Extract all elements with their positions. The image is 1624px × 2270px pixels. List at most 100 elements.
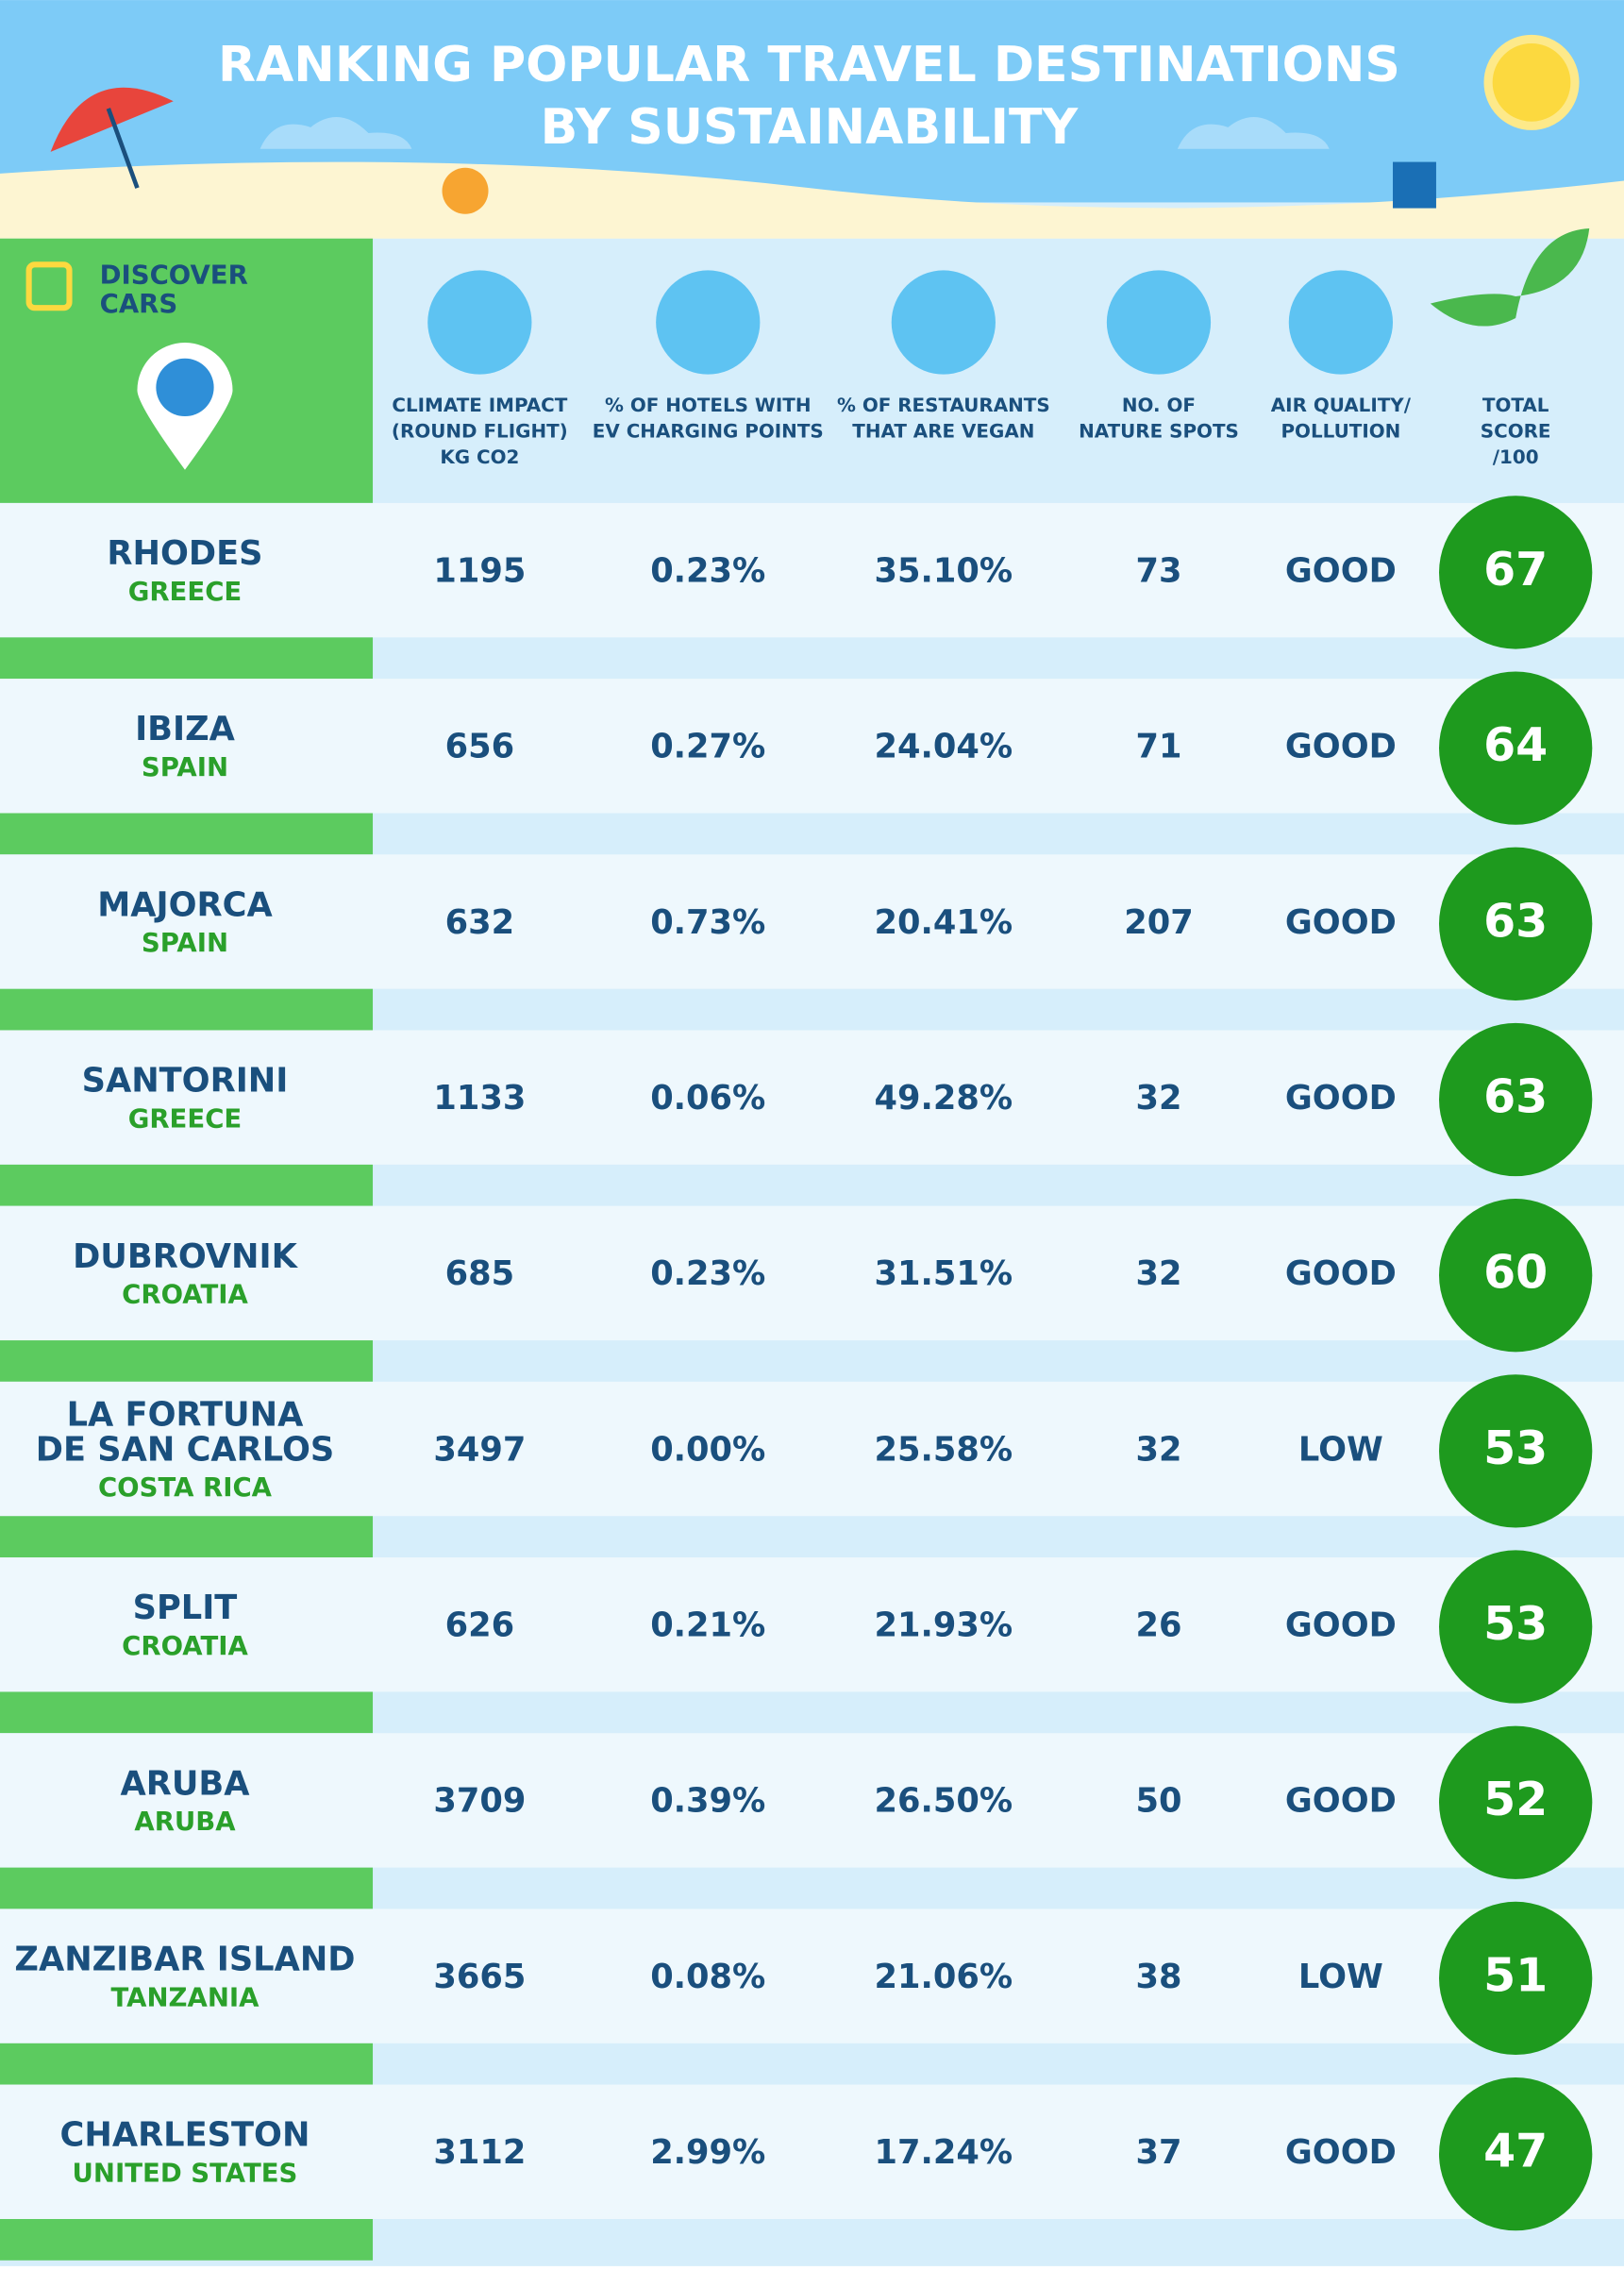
column-header: CLIMATE IMPACT [392,395,567,416]
row-gap [0,1340,374,1382]
cell: 17.24% [875,2133,1013,2172]
destination: ZANZIBAR ISLAND [14,1941,355,1979]
column-icon [656,270,761,375]
destination: DUBROVNIK [73,1237,299,1276]
destination: MAJORCA [97,885,273,924]
cell: 207 [1124,903,1193,942]
cell: 25.58% [875,1430,1013,1469]
cell: 32 [1135,1079,1181,1118]
cell: 1195 [433,551,526,590]
cell: 2.99% [650,2133,765,2172]
score: 52 [1483,1773,1548,1826]
row-gap [0,1516,374,1558]
cell: GOOD [1285,1782,1397,1821]
country: ARUBA [134,1807,236,1837]
cell: LOW [1298,1958,1383,1996]
destination: CHARLESTON [60,2116,310,2155]
cell: 0.39% [650,1782,765,1821]
row-gap [0,2218,374,2261]
score-badge [1439,1550,1593,1704]
cloud [260,116,412,149]
cloud [1177,116,1330,149]
column-header: KG CO2 [440,446,519,468]
cell: GOOD [1285,551,1397,590]
cell: GOOD [1285,1079,1397,1118]
country: TANZANIA [111,1982,260,2012]
row-band [0,2084,1624,2219]
column-header: % OF HOTELS WITH [605,395,811,416]
column-icon [1288,270,1394,375]
cell: 21.06% [875,1958,1013,1996]
score-badge [1439,1725,1593,1879]
country: CROATIA [122,1631,248,1661]
cell: 0.27% [650,728,765,766]
cell: 3112 [433,2133,526,2172]
cell: 0.23% [650,1254,765,1293]
cell: 32 [1135,1430,1181,1469]
column-icon [1106,270,1212,375]
cell: 656 [445,728,514,766]
country: GREECE [128,577,243,607]
country: CROATIA [122,1280,248,1310]
column-header: EV CHARGING POINTS [593,420,824,442]
row-gap [0,1164,374,1206]
country: SPAIN [142,928,228,958]
cell: 1133 [433,1079,526,1118]
column-header: SCORE [1481,420,1551,442]
logo-check [25,261,73,311]
cell: 49.28% [875,1079,1013,1118]
score: 47 [1483,2125,1548,2178]
row-gap [0,813,374,855]
cell: 0.00% [650,1430,765,1469]
title: BY SUSTAINABILITY [541,99,1080,156]
cell: 38 [1135,1958,1181,1996]
score-badge [1439,1022,1593,1177]
cell: 0.73% [650,903,765,942]
score-badge [1439,671,1593,825]
bucket [1393,161,1436,209]
score: 53 [1483,1597,1548,1651]
row-gap [0,637,374,680]
cell: 3497 [433,1430,526,1469]
cell: 3709 [433,1782,526,1821]
row-gap [0,1691,374,1734]
cell: 73 [1135,551,1181,590]
column-header: (ROUND FLIGHT) [392,420,568,442]
cell: 24.04% [875,728,1013,766]
destination: ARUBA [120,1764,250,1803]
column-header: THAT ARE VEGAN [852,420,1034,442]
destination: LA FORTUNA [67,1396,304,1435]
cell: 0.23% [650,551,765,590]
cell: GOOD [1285,1254,1397,1293]
column-header: NO. OF [1122,395,1196,416]
umbrella-pole [106,108,140,189]
column-header: NATURE SPOTS [1079,420,1239,442]
country: SPAIN [142,752,228,782]
score: 60 [1483,1246,1548,1300]
cell: 632 [445,903,514,942]
column-header: TOTAL [1482,395,1549,416]
cell: 0.06% [650,1079,765,1118]
cell: 32 [1135,1254,1181,1293]
cell: 26 [1135,1606,1181,1645]
cell: 3665 [433,1958,526,1996]
cell: GOOD [1285,903,1397,942]
row-band [0,1557,1624,1692]
score-badge [1439,2077,1593,2231]
cell: 685 [445,1254,514,1293]
score-badge [1439,496,1593,649]
destination: RHODES [107,534,262,573]
cell: 0.21% [650,1606,765,1645]
cell: 20.41% [875,903,1013,942]
row-band [0,1908,1624,2043]
title: RANKING POPULAR TRAVEL DESTINATIONS [218,37,1400,93]
column-header: POLLUTION [1281,420,1400,442]
destination: IBIZA [135,710,236,748]
score: 53 [1483,1421,1548,1475]
cell: LOW [1298,1430,1383,1469]
row-band [0,1030,1624,1165]
brand: DISCOVER [100,261,248,291]
country: GREECE [128,1103,243,1134]
column-header: /100 [1493,446,1539,468]
